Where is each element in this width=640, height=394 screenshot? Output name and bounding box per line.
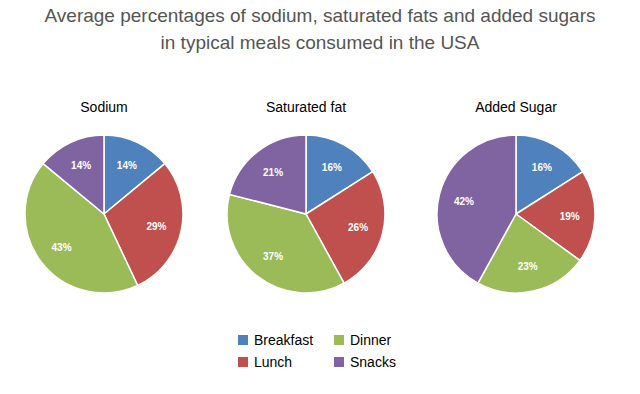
chart-title: Saturated fat <box>266 99 346 115</box>
chart-title: Sodium <box>80 99 127 115</box>
main-title: in typical meals consumed in the USA <box>161 32 480 53</box>
pie-chart: Sodium 14% 29% 43% 14% <box>25 99 183 293</box>
pie-slice <box>229 135 306 214</box>
legend-label: Snacks <box>350 354 396 370</box>
data-label: 43% <box>52 242 72 253</box>
data-label: 14% <box>117 160 137 171</box>
legend-label: Dinner <box>350 332 392 348</box>
legend-swatch <box>238 335 248 345</box>
pie-slice <box>437 135 516 283</box>
data-label: 29% <box>146 221 166 232</box>
chart-title: Added Sugar <box>475 99 557 115</box>
legend-label: Breakfast <box>254 332 313 348</box>
legend-swatch <box>238 357 248 367</box>
chart-root: Average percentages of sodium, saturated… <box>0 0 640 394</box>
data-label: 14% <box>71 160 91 171</box>
pie-chart: Added Sugar 16% 19% 23% 42% <box>437 99 595 293</box>
data-label: 16% <box>532 162 552 173</box>
data-label: 23% <box>518 261 538 272</box>
data-label: 21% <box>263 167 283 178</box>
pie-slice <box>43 135 104 214</box>
data-label: 26% <box>348 222 368 233</box>
data-label: 37% <box>263 251 283 262</box>
data-label: 42% <box>454 196 474 207</box>
data-label: 16% <box>322 162 342 173</box>
legend-label: Lunch <box>254 354 292 370</box>
page: {"title": "Average percentages of sodium… <box>0 0 640 394</box>
legend-swatch <box>334 357 344 367</box>
legend-swatch <box>334 335 344 345</box>
legend: Breakfast Lunch Dinner Snacks <box>238 332 396 370</box>
main-title: Average percentages of sodium, saturated… <box>44 5 595 26</box>
data-label: 19% <box>560 211 580 222</box>
pie-chart: Saturated fat 16% 26% 37% 21% <box>227 99 385 293</box>
